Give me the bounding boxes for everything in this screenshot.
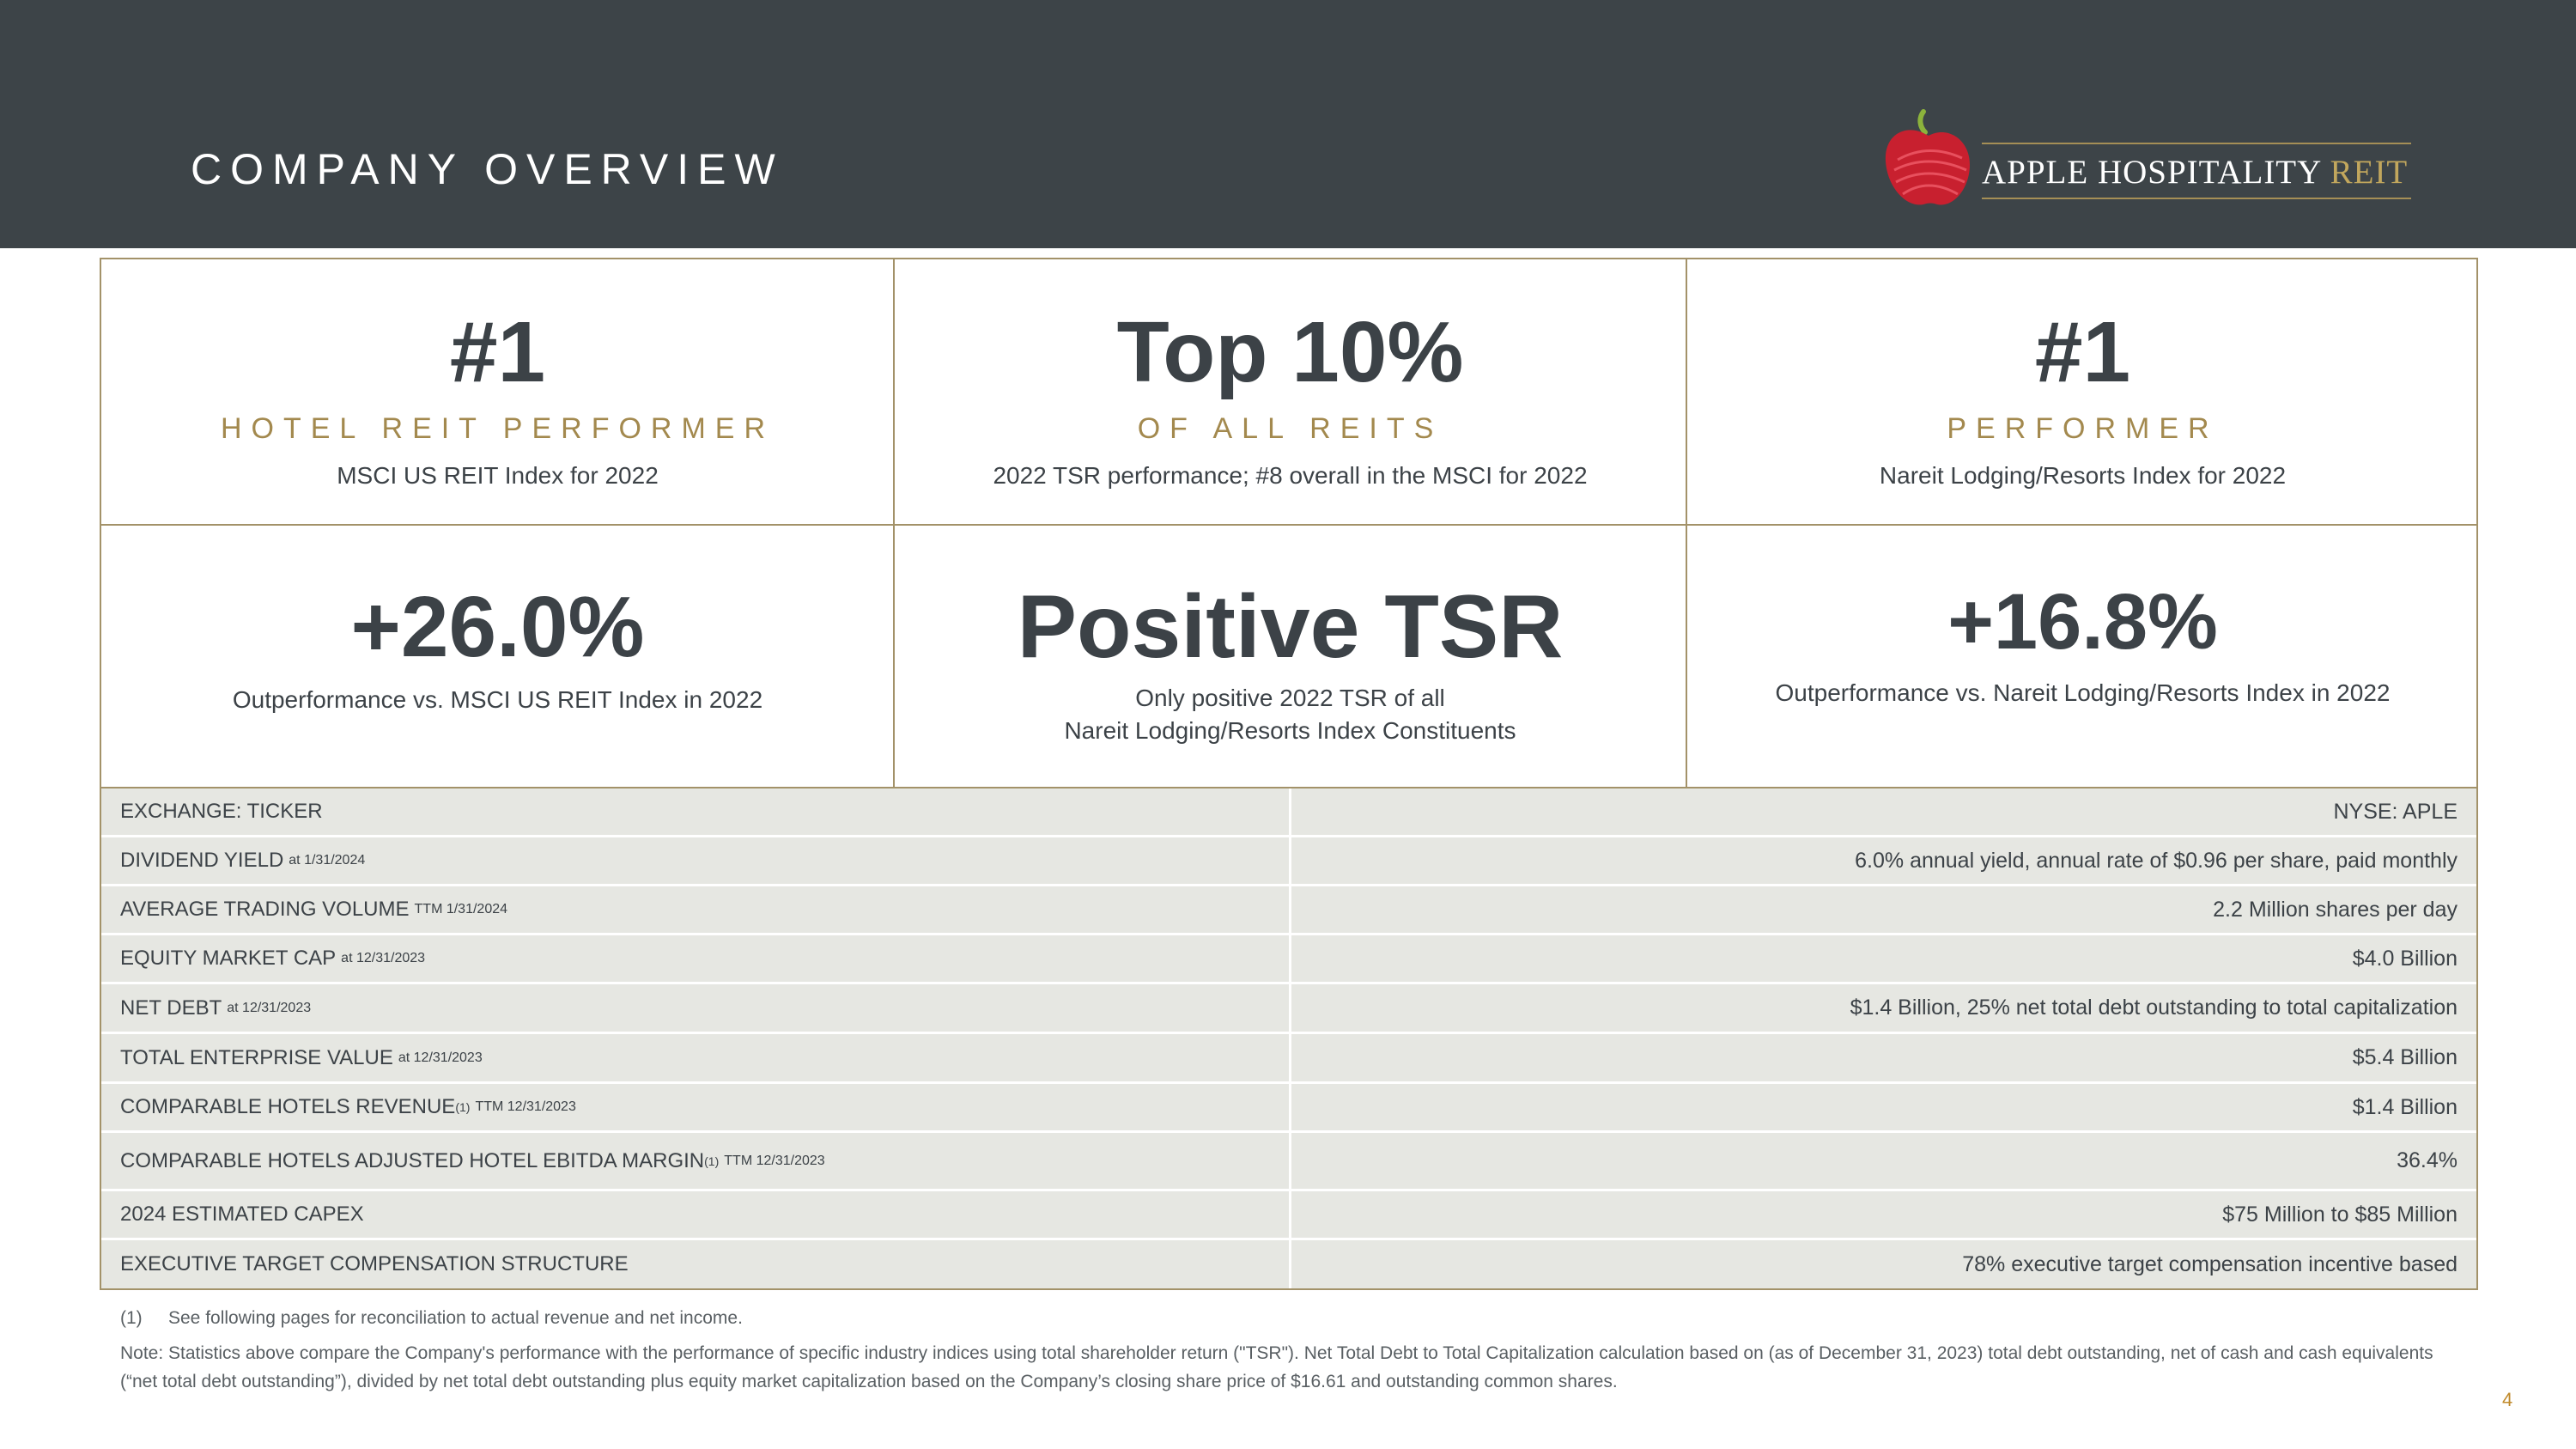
table-row: AVERAGE TRADING VOLUME TTM 1/31/2024 2.2 … [101,886,2476,935]
row-label: AVERAGE TRADING VOLUME TTM 1/31/2024 [120,898,508,921]
row-value: NYSE: APLE [2333,799,2458,824]
page-number: 4 [2502,1389,2513,1410]
stat-nareit-outperformance: +16.8% Outperformance vs. Nareit Lodging… [1686,526,2479,790]
stat-description: Nareit Lodging/Resorts Index for 2022 [1879,462,2287,489]
disclosure-note: Note: Statistics above compare the Compa… [120,1343,2433,1391]
row-value: $4.0 Billion [2352,946,2458,971]
column-divider [1289,935,1291,982]
stat-value: +16.8% [1947,578,2218,666]
row-note: TTM 12/31/2023 [475,1099,576,1114]
row-label: EQUITY MARKET CAP at 12/31/2023 [120,947,426,970]
row-label: NET DEBT at 12/31/2023 [120,995,312,1020]
column-divider [1289,1240,1291,1288]
stat-value: +26.0% [350,579,645,675]
table-row: NET DEBT at 12/31/2023 $1.4 Billion, 25% … [101,984,2476,1034]
logo-name: APPLE HOSPITALITY [1982,154,2321,191]
table-row: EXCHANGE: TICKER NYSE: APLE [101,788,2476,837]
row-note: at 12/31/2023 [227,1000,312,1015]
company-facts-table: EXCHANGE: TICKER NYSE: APLE DIVIDEND YIE… [100,788,2478,1290]
row-note: at 1/31/2024 [289,853,366,868]
table-row: EXECUTIVE TARGET COMPENSATION STRUCTURE … [101,1240,2476,1288]
row-label: TOTAL ENTERPRISE VALUE at 12/31/2023 [120,1045,483,1069]
header-bar: COMPANY OVERVIEW APPLE HOSPITALITY REIT [0,0,2576,248]
stat-value: Positive TSR [1017,577,1564,677]
logo-bottom-rule [1982,198,2411,199]
logo-top-rule [1982,143,2411,144]
stat-label: OF ALL REITS [1137,412,1443,445]
row-note: TTM 12/31/2023 [724,1153,825,1168]
footnote-1: (1) See following pages for reconciliatio… [120,1308,743,1329]
column-divider [1289,1191,1291,1238]
stat-top-reits: Top 10% OF ALL REITS 2022 TSR performanc… [894,259,1686,524]
column-divider [1289,1084,1291,1130]
row-value: 2.2 Million shares per day [2213,897,2458,922]
logo-wordmark: APPLE HOSPITALITY REIT [1982,153,2408,192]
row-value: 36.4% [2397,1148,2458,1172]
row-label: EXECUTIVE TARGET COMPENSATION STRUCTURE [120,1252,629,1275]
company-logo: APPLE HOSPITALITY REIT [1880,108,2430,211]
stat-label: PERFORMER [1947,412,2219,445]
column-divider [1289,788,1291,835]
row-label: EXCHANGE: TICKER [120,800,323,823]
column-divider [1289,1133,1291,1189]
stats-grid: #1 HOTEL REIT PERFORMER MSCI US REIT Ind… [100,258,2478,788]
stat-value: #1 [449,304,546,400]
footnote-marker: (1) [455,1100,471,1114]
row-value: 78% executive target compensation incent… [1962,1251,2458,1276]
row-note: at 12/31/2023 [341,951,426,965]
row-label: COMPARABLE HOTELS REVENUE (1) TTM 12/31/20… [120,1095,576,1118]
row-note: at 12/31/2023 [398,1050,483,1065]
grid-divider [101,524,2476,526]
row-value: $1.4 Billion, 25% net total debt outstan… [1850,995,2458,1020]
stat-value: #1 [2034,304,2131,400]
row-label: DIVIDEND YIELD at 1/31/2024 [120,849,366,872]
row-label: COMPARABLE HOTELS ADJUSTED HOTEL EBITDA … [120,1148,825,1172]
row-label: 2024 ESTIMATED CAPEX [120,1202,364,1226]
footnote-marker: (1) [704,1154,720,1168]
table-row: DIVIDEND YIELD at 1/31/2024 6.0% annual y… [101,837,2476,886]
row-value: $5.4 Billion [2352,1045,2458,1069]
grid-divider [1686,259,1687,787]
stat-label: HOTEL REIT PERFORMER [220,412,775,445]
stat-description-line1: Only positive 2022 TSR of all [1135,685,1445,711]
row-value: $75 Million to $85 Million [2222,1202,2458,1227]
stat-positive-tsr: Positive TSR Only positive 2022 TSR of a… [894,526,1686,790]
table-row: 2024 ESTIMATED CAPEX $75 Million to $85 … [101,1191,2476,1240]
table-row: COMPARABLE HOTELS REVENUE (1) TTM 12/31/20… [101,1084,2476,1133]
stat-value: Top 10% [1116,304,1464,400]
column-divider [1289,837,1291,884]
table-row: COMPARABLE HOTELS ADJUSTED HOTEL EBITDA … [101,1133,2476,1191]
stat-description: 2022 TSR performance; #8 overall in the … [993,462,1588,489]
logo-suffix: REIT [2330,154,2409,191]
stat-description-line2: Nareit Lodging/Resorts Index Constituent… [1064,717,1516,744]
footnote-number: (1) [120,1308,143,1328]
stat-description: MSCI US REIT Index for 2022 [337,462,659,489]
stat-performer: #1 PERFORMER Nareit Lodging/Resorts Inde… [1686,259,2479,524]
row-value: $1.4 Billion [2352,1094,2458,1119]
row-note: TTM 1/31/2024 [414,902,508,916]
apple-icon [1885,109,1970,205]
column-divider [1289,984,1291,1032]
column-divider [1289,886,1291,933]
footnote-text: See following pages for reconciliation t… [168,1308,743,1328]
page-title: COMPANY OVERVIEW [191,145,784,193]
table-row: TOTAL ENTERPRISE VALUE at 12/31/2023 $5.4… [101,1034,2476,1084]
grid-divider [893,259,895,787]
row-value: 6.0% annual yield, annual rate of $0.96 … [1855,848,2458,873]
stat-msci-outperformance: +26.0% Outperformance vs. MSCI US REIT I… [101,526,894,790]
column-divider [1289,1034,1291,1081]
stat-hotel-reit-performer: #1 HOTEL REIT PERFORMER MSCI US REIT Ind… [101,259,894,524]
table-row: EQUITY MARKET CAP at 12/31/2023 $4.0 Bill… [101,935,2476,984]
stat-description: Outperformance vs. Nareit Lodging/Resort… [1775,679,2391,706]
stat-description: Outperformance vs. MSCI US REIT Index in… [232,686,763,713]
